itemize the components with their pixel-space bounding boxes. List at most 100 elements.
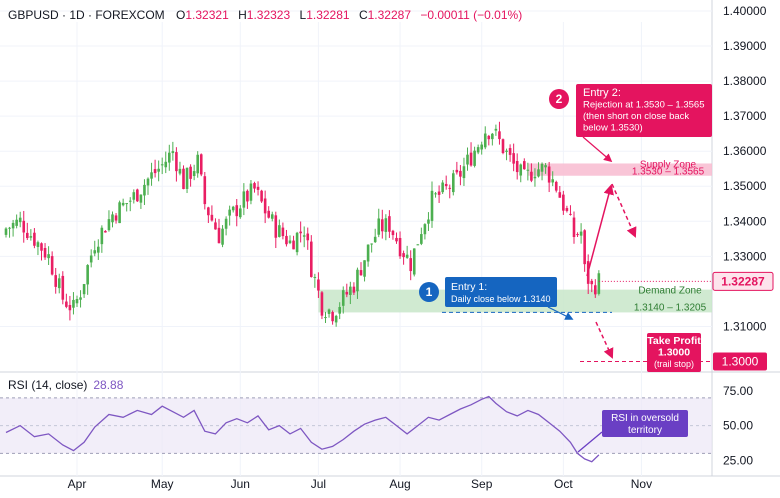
projection-up-arrow [586, 183, 614, 277]
candle-up [462, 166, 466, 179]
time-tick-label: Jul [311, 477, 326, 491]
price-tick-label: 1.39000 [723, 39, 767, 53]
candle-up [324, 317, 327, 319]
candle-up [118, 202, 121, 224]
candle-up [125, 203, 128, 205]
demand-zone-title: Demand Zone [638, 286, 702, 297]
entry2-number-badge [549, 89, 569, 109]
candle-down [235, 205, 239, 217]
candle-down [388, 216, 391, 232]
candle-up [270, 214, 274, 219]
candle-down [68, 304, 72, 311]
candle-up [434, 193, 437, 195]
candle-up [47, 254, 50, 259]
candle-down [43, 248, 47, 258]
candle-down [210, 214, 214, 221]
candle-up [89, 255, 93, 263]
candle-up [97, 246, 100, 253]
candle-down [317, 279, 320, 291]
candle-down [104, 230, 107, 233]
open-label: O [176, 8, 186, 22]
candle-down [444, 183, 448, 187]
candle-down [437, 191, 441, 195]
candle-down [594, 285, 597, 295]
take-profit-box [647, 333, 701, 372]
candle-down [558, 192, 562, 198]
entry1-box [445, 277, 557, 307]
candle-up [139, 194, 143, 203]
candle-down [33, 232, 36, 246]
candle-up [441, 182, 444, 193]
candle-up [494, 128, 498, 131]
entry1-number-badge [419, 282, 439, 302]
candle-up [334, 315, 338, 323]
candle-down [352, 286, 356, 293]
candle-up [423, 224, 427, 235]
candle-down [523, 161, 526, 170]
candle-up [597, 273, 601, 294]
candle-up [430, 190, 434, 221]
demand-zone-range: 1.3140 – 1.3205 [634, 302, 707, 313]
candle-down [547, 166, 551, 183]
candle-up [412, 248, 416, 275]
candle-up [327, 309, 331, 314]
price-tick-label: 1.33000 [723, 249, 767, 263]
candle-down [182, 168, 185, 190]
entry2-number: 2 [556, 92, 563, 106]
candle-up [171, 151, 175, 154]
candle-up [157, 168, 160, 172]
candle-up [416, 244, 420, 246]
candle-down [498, 131, 501, 140]
candle-up [405, 254, 409, 258]
candle-up [341, 290, 345, 306]
candle-up [480, 144, 483, 150]
candle-down [175, 152, 178, 172]
candle-down [398, 237, 402, 257]
time-tick-label: May [151, 477, 174, 491]
rsi-header: RSI (14, close) 28.88 [8, 378, 123, 392]
candle-up [150, 172, 153, 179]
candle-down [61, 275, 65, 300]
candle-down [274, 215, 278, 238]
candle-up [537, 169, 540, 177]
candle-up [18, 217, 22, 223]
candle-up [242, 191, 246, 208]
candle-up [288, 240, 292, 244]
candle-down [402, 253, 405, 258]
candle-down [207, 207, 210, 216]
high-label: H [238, 8, 247, 22]
price-tick-label: 1.40000 [723, 4, 767, 18]
candle-down [391, 230, 395, 236]
candle-down [292, 240, 295, 250]
take-profit-text-line: 1.3000 [658, 347, 690, 359]
candle-up [4, 228, 8, 235]
take-profit-price-tag [713, 352, 767, 371]
rsi-value: 28.88 [93, 378, 124, 392]
price-tick-label: 1.38000 [723, 74, 767, 88]
entry1-number: 1 [426, 285, 433, 299]
candle-down [530, 171, 533, 181]
candle-down [448, 187, 452, 189]
candle-up [356, 269, 359, 292]
candle-up [228, 209, 231, 216]
price-tick-label: 1.36000 [723, 144, 767, 158]
rsi-callout-line: RSI in oversold [611, 413, 679, 424]
candle-down [256, 186, 260, 190]
rsi-line [5, 395, 600, 463]
candle-up [370, 243, 373, 245]
candle-up [491, 133, 494, 140]
price-tick-label: 1.34000 [723, 214, 767, 228]
candle-down [501, 139, 505, 153]
candle-down [26, 232, 29, 239]
candle-down [395, 237, 398, 242]
price-tick-label: 1.35000 [723, 179, 767, 193]
candle-up [121, 202, 125, 206]
low-value: 1.32281 [306, 8, 350, 22]
candle-down [576, 234, 579, 236]
candle-up [466, 154, 469, 165]
candle-down [359, 270, 363, 276]
candle-up [519, 164, 523, 176]
candle-down [267, 210, 270, 218]
candle-down [285, 235, 288, 245]
candle-down [189, 166, 192, 179]
